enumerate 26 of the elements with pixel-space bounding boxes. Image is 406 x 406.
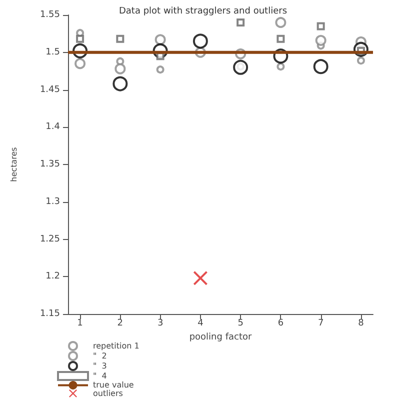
x-tick-label: 2 bbox=[117, 318, 124, 328]
x-tick-label: 6 bbox=[278, 318, 284, 328]
x-tick-label: 3 bbox=[157, 318, 164, 328]
y-tick-label: 1.55 bbox=[40, 10, 60, 20]
x-tick-label: 5 bbox=[238, 318, 244, 328]
legend-label: repetition 1 bbox=[93, 342, 140, 350]
chart-title: Data plot with stragglers and outliers bbox=[118, 6, 288, 16]
legend-label: " 2 bbox=[93, 352, 107, 360]
x-tick-label: 7 bbox=[318, 318, 324, 328]
x-axis-title: pooling factor bbox=[189, 332, 252, 342]
y-tick-label: 1.2 bbox=[46, 272, 60, 282]
legend-label: " 3 bbox=[93, 362, 107, 370]
legend-label: true value bbox=[93, 380, 134, 390]
legend-label: " 4 bbox=[93, 372, 107, 380]
y-axis-title: hectares bbox=[10, 147, 18, 182]
x-tick-label: 4 bbox=[198, 318, 204, 328]
x-tick-label: 8 bbox=[358, 318, 364, 328]
x-tick-label: 1 bbox=[77, 318, 83, 328]
y-tick-label: 1.4 bbox=[46, 122, 60, 132]
y-tick-label: 1.3 bbox=[46, 196, 60, 207]
y-tick-label: 1.5 bbox=[46, 47, 60, 58]
legend-label: outliers bbox=[93, 388, 123, 398]
y-tick-label: 1.15 bbox=[40, 309, 60, 319]
y-tick-label: 1.45 bbox=[40, 84, 60, 95]
y-tick-label: 1.25 bbox=[40, 234, 60, 244]
y-tick-label: 1.35 bbox=[40, 160, 60, 170]
